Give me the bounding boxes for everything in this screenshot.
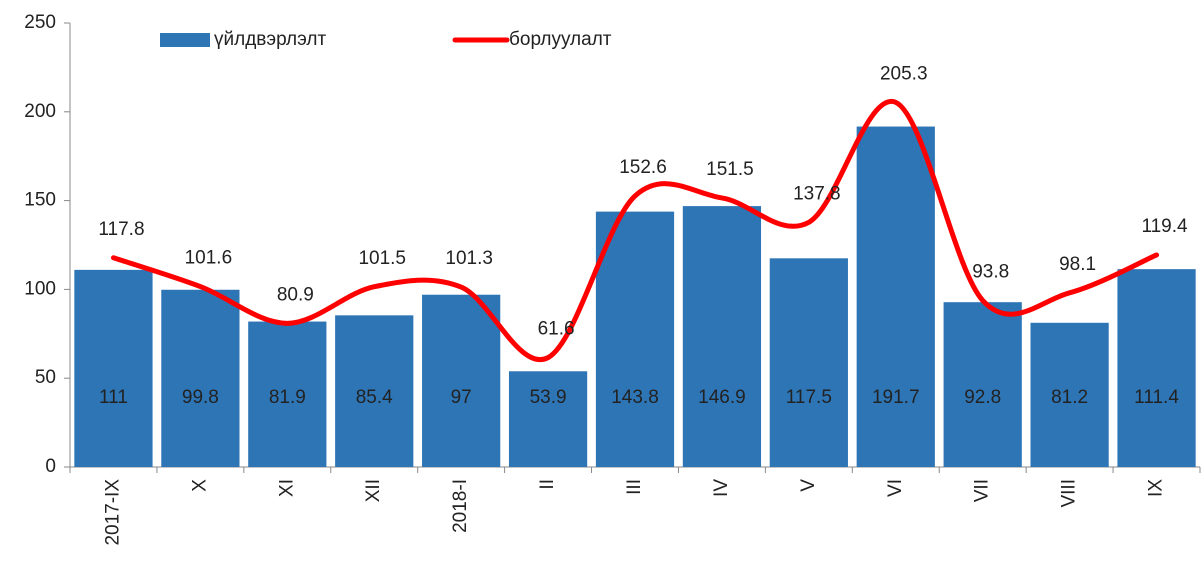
- bar: [1030, 322, 1109, 467]
- line-label: 101.5: [358, 248, 406, 269]
- bar: [508, 371, 588, 467]
- bar: [422, 294, 501, 467]
- bar-label: 99.8: [182, 387, 219, 408]
- line-label: 98.1: [1059, 254, 1096, 275]
- bar-label: 191.7: [872, 387, 920, 408]
- x-tick-label: VI: [885, 479, 906, 497]
- bar: [595, 211, 675, 467]
- x-tick-label: 2018-I: [450, 479, 471, 533]
- bar-label: 146.9: [698, 387, 746, 408]
- bar: [769, 258, 848, 467]
- bar-label: 92.8: [964, 387, 1001, 408]
- x-tick-label: II: [537, 479, 558, 490]
- bar-label: 85.4: [356, 387, 393, 408]
- bar: [74, 269, 153, 467]
- line: [110, 99, 1160, 363]
- y-tick-label: 0: [45, 456, 56, 477]
- line-label: 119.4: [1141, 216, 1188, 237]
- x-tick-label: VII: [972, 479, 993, 502]
- bar: [682, 206, 762, 468]
- bar: [248, 321, 327, 467]
- y-tick-label: 100: [24, 278, 56, 299]
- y-tick-label: 50: [35, 367, 56, 388]
- x-tick-label: VIII: [1059, 479, 1080, 508]
- line-label: 152.6: [619, 157, 667, 178]
- x-tick-label: XI: [276, 479, 297, 497]
- bar-label: 117.5: [786, 387, 832, 408]
- x-tick-label: IX: [1146, 479, 1167, 497]
- legend-label: борлуулалт: [509, 29, 612, 50]
- y-tick-label: 250: [24, 12, 56, 33]
- x-tick-label: X: [189, 479, 210, 492]
- line-label: 205.3: [880, 63, 928, 84]
- bar: [1117, 269, 1196, 467]
- y-tick-label: 150: [24, 190, 56, 211]
- bar-label: 111: [99, 387, 128, 408]
- y-tick-label: 200: [24, 101, 56, 122]
- x-tick-label: III: [624, 479, 645, 495]
- line-label: 101.3: [445, 248, 493, 269]
- line-label: 117.8: [98, 219, 144, 240]
- x-tick-label: XII: [363, 479, 384, 502]
- bar: [943, 302, 1022, 467]
- bar-label: 143.8: [611, 387, 659, 408]
- line-label: 61.6: [538, 319, 575, 340]
- bar-label: 53.9: [530, 387, 567, 408]
- legend-swatch: [160, 33, 210, 47]
- x-tick-label: 2017-IX: [102, 479, 123, 546]
- line-label: 93.8: [972, 261, 1009, 282]
- x-tick-label: V: [798, 479, 819, 492]
- line-label: 101.6: [185, 248, 233, 269]
- bar: [161, 289, 240, 467]
- line-label: 80.9: [277, 284, 314, 305]
- bar-label: 81.9: [269, 387, 306, 408]
- bar-label: 111.4: [1134, 387, 1179, 408]
- bar: [856, 126, 935, 467]
- bar-label: 97: [451, 387, 472, 408]
- legend-label: үйлдвэрлэлт: [214, 29, 326, 50]
- bar: [335, 315, 414, 467]
- line-label: 137.8: [793, 183, 841, 204]
- bar-label: 81.2: [1051, 387, 1088, 408]
- line-label: 151.5: [706, 159, 754, 180]
- x-tick-label: IV: [711, 479, 732, 497]
